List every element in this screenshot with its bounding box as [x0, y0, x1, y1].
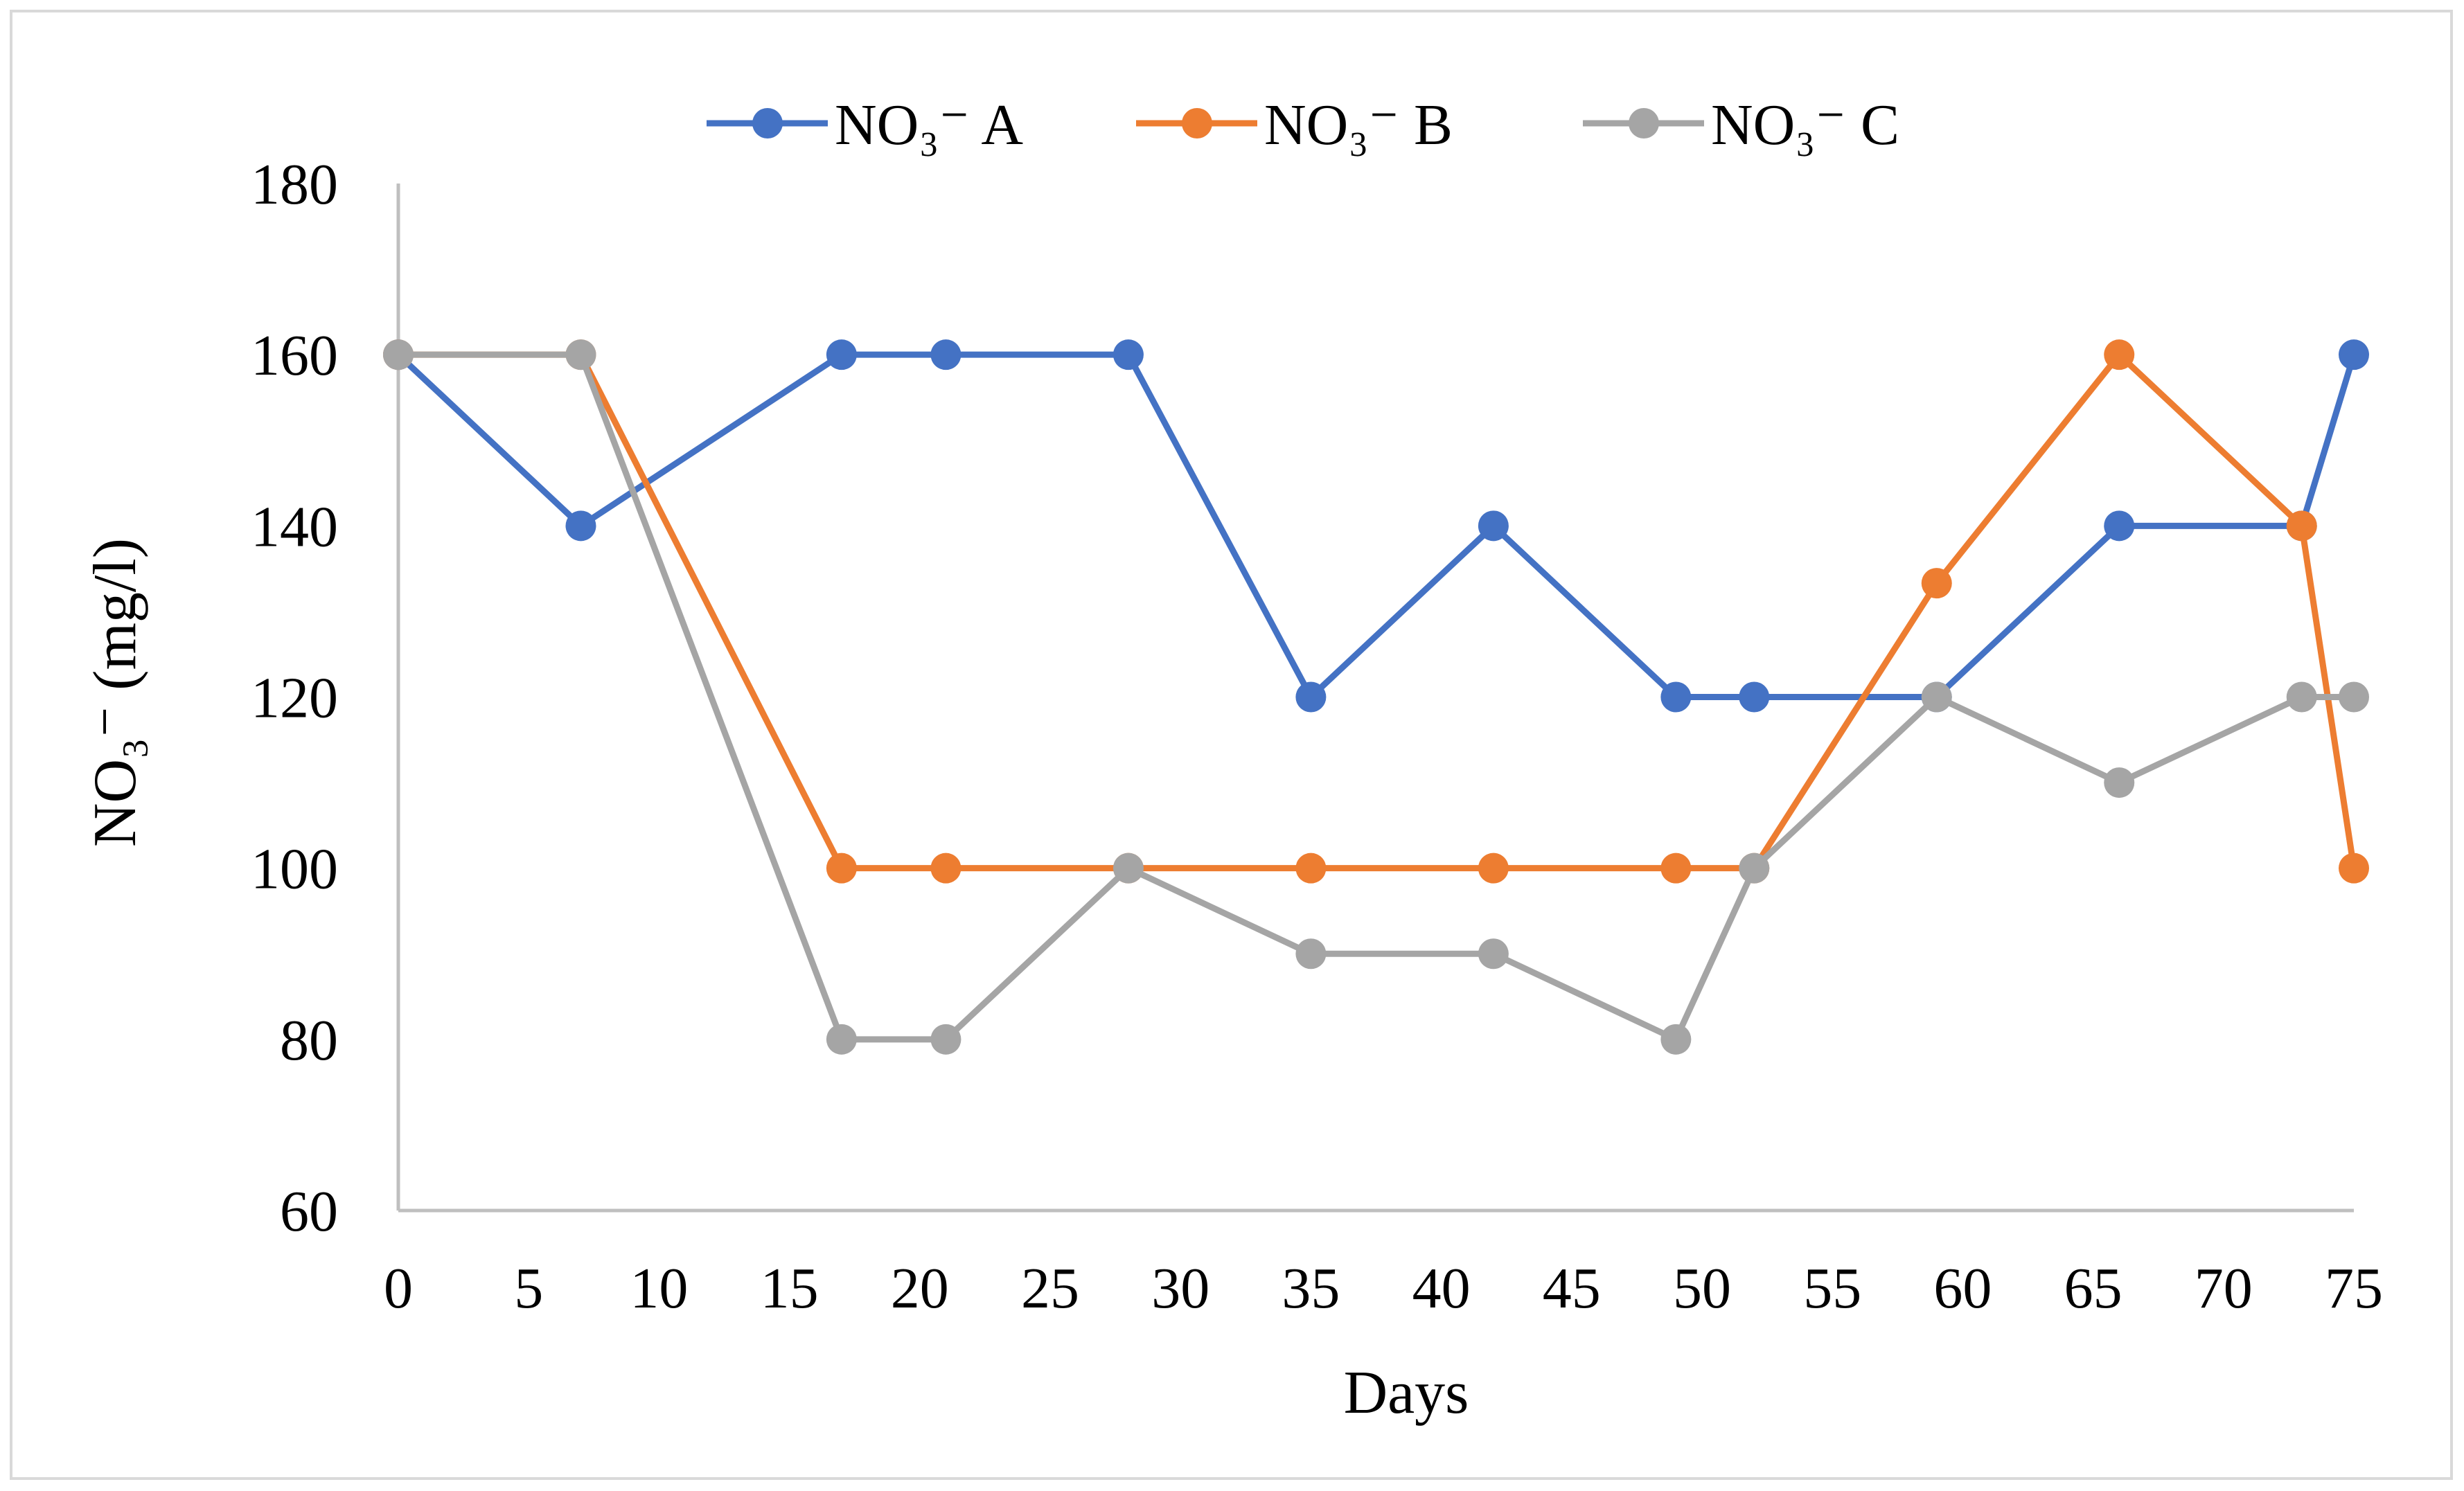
data-point: [1739, 681, 1770, 713]
x-tick-label: 45: [1543, 1256, 1601, 1321]
legend-marker: [1182, 108, 1212, 139]
data-point: [1739, 852, 1770, 884]
data-point: [826, 339, 857, 370]
data-point: [1295, 852, 1327, 884]
x-tick-label: 75: [2325, 1256, 2383, 1321]
series-line: [395, 351, 2357, 1043]
data-point: [826, 1024, 857, 1055]
data-point: [565, 510, 596, 542]
legend-marker: [752, 108, 783, 139]
y-tick-label: 60: [280, 1179, 338, 1244]
data-point: [2339, 681, 2369, 713]
legend-label: NO₃⁻ C: [1711, 93, 1899, 157]
series-c: [383, 339, 2369, 1055]
y-tick-label: 120: [251, 666, 338, 731]
series-layer: [383, 339, 2369, 1055]
data-point: [2286, 681, 2317, 713]
data-point: [383, 339, 414, 370]
legend-marker: [1629, 108, 1659, 139]
data-point: [930, 852, 961, 884]
data-point: [1660, 681, 1692, 713]
x-tick-label: 25: [1021, 1256, 1079, 1321]
axes: [396, 184, 2354, 1213]
x-tick-label: 0: [384, 1256, 413, 1321]
data-point: [2104, 339, 2135, 370]
data-point: [565, 339, 596, 370]
y-tick-label: 140: [251, 494, 338, 559]
series-a: [383, 339, 2369, 713]
data-point: [1660, 852, 1692, 884]
x-tick-label: 50: [1673, 1256, 1731, 1321]
x-tick-label: 20: [891, 1256, 949, 1321]
data-point: [1295, 681, 1327, 713]
x-tick-label: 40: [1412, 1256, 1471, 1321]
y-tick-labels: 60 80 100 120 140 160 180: [251, 152, 338, 1244]
x-tick-label: 30: [1151, 1256, 1209, 1321]
legend-entry: NO₃⁻ B: [1136, 93, 1453, 157]
data-point: [2104, 767, 2135, 798]
data-point: [930, 339, 961, 370]
data-point: [1921, 568, 1952, 599]
data-point: [1113, 339, 1144, 370]
y-tick-label: 180: [251, 152, 338, 217]
data-point: [1113, 852, 1144, 884]
series-line: [395, 351, 2357, 872]
legend-label: NO₃⁻ A: [835, 93, 1023, 157]
x-tick-label: 35: [1282, 1256, 1340, 1321]
x-tick-label: 5: [514, 1256, 543, 1321]
data-point: [1478, 938, 1509, 970]
data-point: [1478, 510, 1509, 542]
data-point: [826, 852, 857, 884]
data-point: [1478, 852, 1509, 884]
legend-label: NO₃⁻ B: [1264, 93, 1453, 157]
data-point: [1295, 938, 1327, 970]
x-axis-title: Days: [1344, 1359, 1469, 1427]
y-axis-title: NO₃⁻ (mg/l): [82, 538, 149, 847]
data-point: [2286, 510, 2317, 542]
y-tick-label: 80: [280, 1008, 338, 1073]
x-tick-label: 60: [1933, 1256, 1992, 1321]
data-point: [1921, 681, 1952, 713]
x-tick-label: 15: [761, 1256, 819, 1321]
data-point: [930, 1024, 961, 1055]
data-point: [2104, 510, 2135, 542]
y-tick-label: 100: [251, 837, 338, 902]
legend: NO₃⁻ A NO₃⁻ B NO₃⁻ C: [707, 93, 1899, 157]
data-point: [2339, 339, 2369, 370]
x-tick-label: 10: [630, 1256, 688, 1321]
x-tick-label: 55: [1803, 1256, 1861, 1321]
x-tick-label: 65: [2064, 1256, 2122, 1321]
legend-entry: NO₃⁻ A: [707, 93, 1023, 157]
data-point: [1660, 1024, 1692, 1055]
y-tick-label: 160: [251, 323, 338, 388]
legend-entry: NO₃⁻ C: [1583, 93, 1899, 157]
data-point: [2339, 852, 2369, 884]
x-tick-label: 70: [2195, 1256, 2253, 1321]
x-tick-labels: 0 5 10 15 20 25 30 35 40 45 50 55 60 65 70 75: [384, 1256, 2383, 1321]
